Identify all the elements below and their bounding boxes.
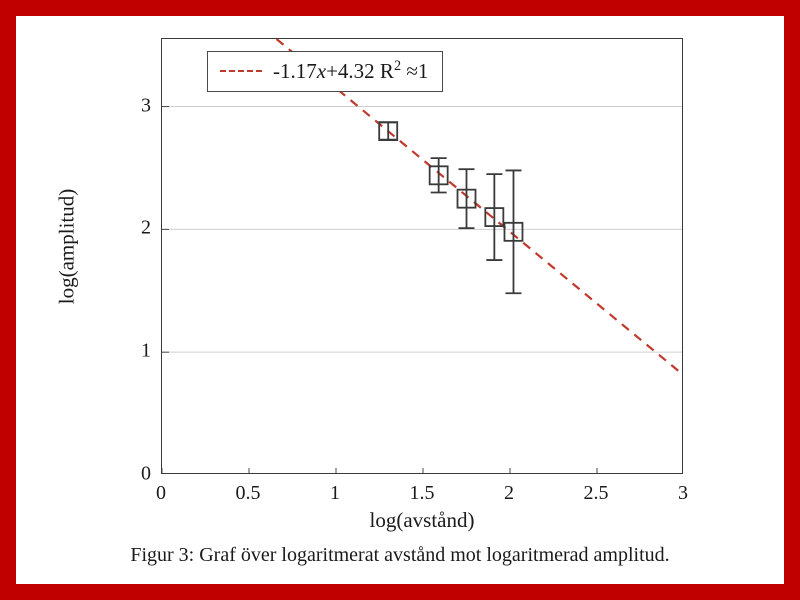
data-point [456,168,477,230]
data-point [428,157,449,194]
fit-line [275,39,682,376]
marker-square [428,165,449,186]
marker-square [484,207,505,227]
plot-canvas [162,39,682,473]
x-tick-label: 0.5 [235,482,261,504]
data-point [503,169,524,295]
y-tick-label: 3 [141,94,151,117]
page-border-bottom [0,584,800,600]
legend-label: -1.17x+4.32 R2 ≈1 [273,58,429,83]
plot-area [161,38,683,474]
marker-square [378,121,399,142]
data-point [484,173,505,261]
y-tick-label: 2 [141,216,151,239]
page-border-left [0,0,16,600]
data-point [378,121,399,142]
marker-square [456,188,477,209]
legend: -1.17x+4.32 R2 ≈1 [207,51,444,92]
x-tick-label: 2 [504,482,514,504]
x-tick-label: 1 [330,482,340,504]
x-tick-label: 2.5 [583,482,609,504]
x-axis-label: log(avstånd) [369,508,475,532]
x-tick-label: 1.5 [409,482,435,504]
legend-dash-swatch [220,70,262,72]
figure-caption: Figur 3: Graf över logaritmerat avstånd … [130,544,670,566]
marker-square [503,221,524,242]
y-axis-label: log(amplitud) [54,188,79,305]
y-tick-label: 1 [141,339,151,362]
page-border-top [0,0,800,16]
x-tick-label: 3 [678,482,688,504]
page-border-right [784,0,800,600]
figure-content: 0 0.5 1 1.5 2 2.5 3 0 1 2 3 log(avstånd) log(ampl… [16,16,784,584]
x-tick-label: 0 [156,482,166,504]
y-tick-label: 0 [141,462,151,485]
